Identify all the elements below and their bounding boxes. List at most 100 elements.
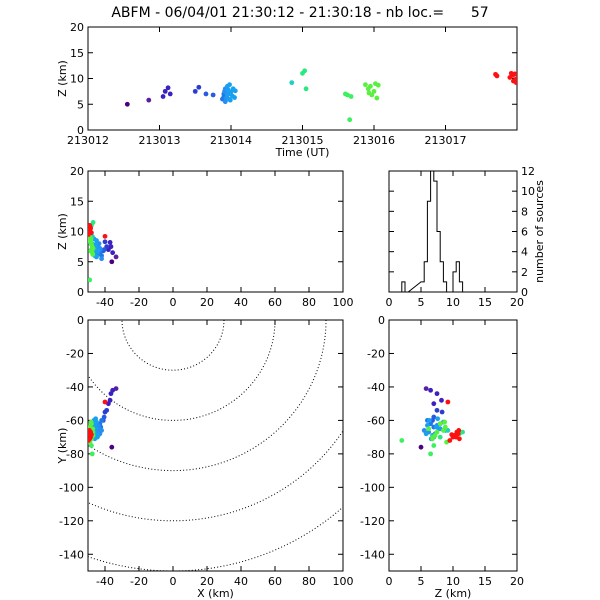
y-tick-label: 6 [521, 226, 528, 239]
x-axis-label: X (km) [197, 587, 234, 600]
y-tick-label: 20 [70, 21, 84, 34]
y-tick-label: 0 [77, 286, 84, 299]
source-point [89, 244, 95, 250]
x-tick-label: 0 [170, 296, 177, 309]
source-point [99, 256, 104, 262]
x-tick-label: -20 [130, 575, 148, 588]
source-point [426, 426, 432, 432]
x-tick-label: -40 [96, 575, 114, 588]
source-point [109, 444, 115, 450]
y-tick-label: -20 [66, 347, 84, 360]
x-tick-label: -20 [130, 296, 148, 309]
x-tick-label: 20 [200, 575, 214, 588]
source-point [89, 451, 95, 457]
height-y-panel: 0 5 10 15 20 -140 -120 -100 -80 -60 -40 -20 0 Z (km) [360, 314, 524, 600]
time-height-panel: 213012 213013 213014 213015 213016 213017 0 5 10… [56, 21, 518, 159]
x-tick-label: 5 [418, 296, 425, 309]
figure-title: ABFM - 06/04/01 21:30:12 - 21:30:18 - nb… [111, 5, 488, 21]
x-tick-label: 213013 [139, 134, 181, 147]
source-point [437, 434, 443, 440]
source-point [514, 76, 517, 81]
range-rings [88, 320, 343, 571]
source-point [434, 429, 440, 435]
source-point [222, 99, 228, 105]
x-tick-label: 40 [234, 296, 248, 309]
x-tick-label: 60 [268, 575, 282, 588]
source-point [431, 443, 437, 448]
source-point [90, 252, 96, 257]
source-point [232, 95, 237, 100]
x-tick-label: 20 [510, 296, 524, 309]
source-points [88, 386, 119, 457]
source-point [437, 421, 443, 427]
source-point [433, 424, 439, 430]
source-point [456, 428, 462, 433]
source-point [203, 91, 209, 97]
source-point [494, 73, 500, 79]
source-point [441, 428, 446, 433]
x-tick-label: 80 [302, 296, 316, 309]
y-axis-label: Z (km) [56, 213, 69, 250]
y-tick-label: 2 [521, 266, 528, 279]
source-point [302, 68, 308, 74]
source-point [162, 88, 168, 94]
source-point [146, 97, 152, 103]
source-point [88, 223, 92, 229]
source-point [445, 399, 451, 405]
x-tick-label: 10 [446, 296, 460, 309]
y-axis-label: number of sources [533, 180, 546, 283]
y-tick-label: 0 [378, 314, 385, 327]
source-point [450, 434, 456, 440]
y-tick-label: 4 [521, 246, 528, 259]
source-point [88, 277, 93, 283]
source-point [227, 97, 233, 103]
source-point [418, 444, 424, 450]
x-height-panel: -40 -20 0 20 40 60 80 100 0 5 10 15 20 Z (km) [56, 165, 354, 309]
y-tick-label: 15 [70, 47, 84, 60]
y-tick-label: 0 [77, 314, 84, 327]
source-point [107, 239, 113, 245]
source-point [196, 84, 202, 90]
y-tick-label: 15 [70, 195, 84, 208]
source-point [460, 429, 465, 435]
source-point [375, 82, 381, 88]
source-point [447, 438, 453, 443]
source-points [124, 68, 517, 123]
x-tick-label: 213014 [210, 134, 252, 147]
range-ring [88, 320, 276, 421]
plot-frame [87, 26, 518, 131]
source-point [423, 386, 429, 392]
x-tick-label: 213012 [67, 134, 109, 147]
source-point [347, 117, 353, 123]
source-point [90, 220, 96, 225]
y-tick-label: -60 [367, 414, 385, 427]
y-tick-label: -120 [360, 515, 385, 528]
source-point [102, 399, 108, 405]
y-tick-label: -140 [59, 548, 84, 561]
source-point [89, 248, 94, 254]
x-tick-label: 80 [302, 575, 316, 588]
x-tick-label: 100 [333, 296, 354, 309]
source-point [512, 71, 517, 77]
x-axis-label: Time (UT) [275, 146, 330, 159]
source-point [102, 233, 108, 239]
source-point [445, 428, 451, 433]
source-point [289, 80, 295, 86]
y-tick-label: 0 [521, 286, 528, 299]
source-point [227, 82, 232, 88]
source-point [113, 254, 119, 260]
y-tick-label: -40 [66, 381, 84, 394]
x-tick-label: 213017 [425, 134, 467, 147]
x-tick-label: 213015 [282, 134, 324, 147]
source-point [88, 419, 94, 425]
source-point [369, 92, 375, 98]
y-tick-label: -120 [59, 515, 84, 528]
y-tick-label: -80 [66, 448, 84, 461]
source-point [88, 229, 93, 234]
x-tick-label: 20 [200, 296, 214, 309]
y-tick-label: 20 [70, 165, 84, 178]
source-point [102, 409, 108, 415]
y-axis-label: Y (km) [56, 428, 69, 465]
x-tick-label: 0 [386, 575, 393, 588]
